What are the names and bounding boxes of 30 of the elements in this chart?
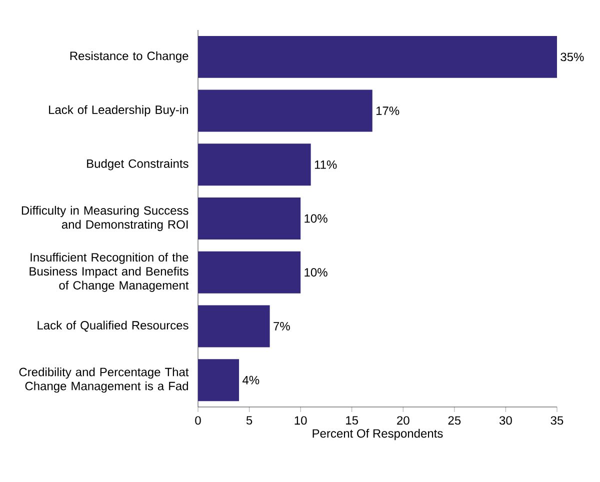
bar	[198, 251, 301, 294]
x-tick-label: 5	[246, 416, 252, 425]
x-tick-label: 0	[195, 416, 201, 425]
x-tick-label: 15	[346, 416, 358, 425]
data-label: 35%	[560, 52, 584, 62]
bar	[198, 198, 301, 240]
bar	[198, 36, 557, 78]
x-axis-title: Percent Of Respondents	[312, 428, 443, 440]
bar	[198, 144, 311, 186]
data-label: 10%	[304, 214, 328, 223]
y-tick-label: Credibility and Percentage That Change Management is a Fad	[19, 367, 189, 393]
y-tick-label: Lack of Leadership Buy-in	[49, 105, 188, 116]
y-tick-label: Budget Constraints	[87, 159, 188, 170]
x-tick-label: 35	[550, 416, 564, 425]
x-tick-label: 20	[397, 416, 410, 425]
data-label: 17%	[376, 106, 400, 115]
x-tick-label: 10	[294, 416, 307, 425]
x-tick-label: 30	[499, 416, 512, 425]
data-label: 10%	[304, 268, 328, 277]
bar	[198, 90, 372, 132]
bar	[198, 305, 270, 348]
y-tick-label: Lack of Qualified Resources	[38, 320, 188, 332]
x-tick-label: 25	[448, 416, 461, 425]
data-label: 11%	[314, 160, 337, 169]
y-tick-label: Insufficient Recognition of the Business Impact and Benefits of Change Management	[30, 252, 189, 292]
data-label: 4%	[242, 376, 260, 384]
y-tick-label: Resistance to Change	[70, 51, 188, 63]
bar	[198, 359, 240, 402]
y-tick-label: Difficulty in Measuring Success and Demonstrating ROI	[22, 206, 188, 232]
data-label: 7%	[274, 322, 290, 330]
